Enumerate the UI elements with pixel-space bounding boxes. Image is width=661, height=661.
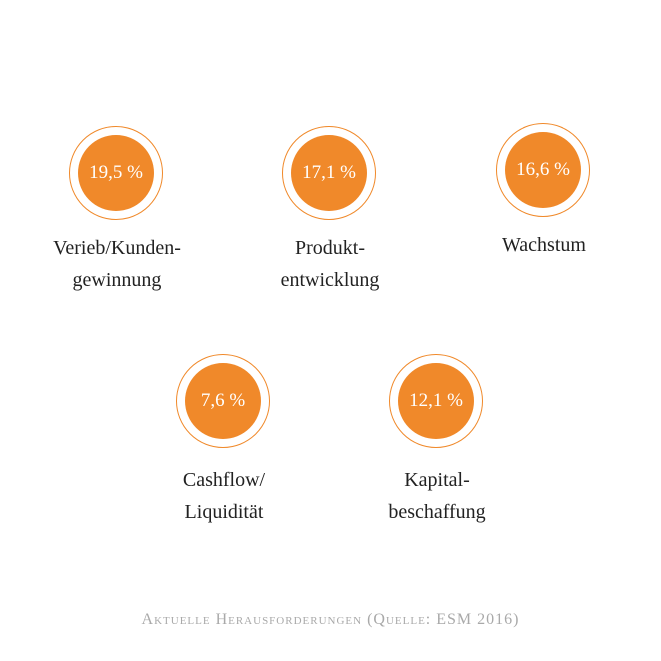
chart-caption: Aktuelle Herausforderungen (Quelle: ESM … bbox=[141, 611, 520, 628]
badge-label-line: Kapital- bbox=[404, 469, 470, 491]
badge-ring: 17,1 % bbox=[282, 126, 376, 220]
badge-label-line: gewinnung bbox=[72, 269, 162, 291]
badge-label-line: Liquidität bbox=[184, 501, 264, 523]
badge-label-line: Verieb/Kunden- bbox=[53, 237, 181, 259]
badge-label-line: entwicklung bbox=[280, 269, 380, 291]
badge-value: 7,6 % bbox=[185, 363, 261, 439]
badge-ring: 7,6 % bbox=[176, 354, 270, 448]
badge-label: Cashflow/Liquidität bbox=[124, 464, 324, 528]
badge-label: Kapital-beschaffung bbox=[337, 464, 537, 528]
badge-label-line: Wachstum bbox=[502, 234, 586, 256]
badge-label-line: Produkt- bbox=[295, 237, 365, 259]
badge-value: 12,1 % bbox=[398, 363, 474, 439]
badge-ring: 16,6 % bbox=[496, 123, 590, 217]
badge-label: Produkt-entwicklung bbox=[230, 232, 430, 296]
badge-ring: 12,1 % bbox=[389, 354, 483, 448]
badge-value: 16,6 % bbox=[505, 132, 581, 208]
badge-label: Verieb/Kunden-gewinnung bbox=[17, 232, 217, 296]
badge-value: 17,1 % bbox=[291, 135, 367, 211]
badge-label-line: Cashflow/ bbox=[182, 469, 266, 491]
badge-ring: 19,5 % bbox=[69, 126, 163, 220]
badge-label: Wachstum bbox=[444, 229, 644, 261]
badge-label-line: beschaffung bbox=[388, 501, 486, 523]
badge-value: 19,5 % bbox=[78, 135, 154, 211]
